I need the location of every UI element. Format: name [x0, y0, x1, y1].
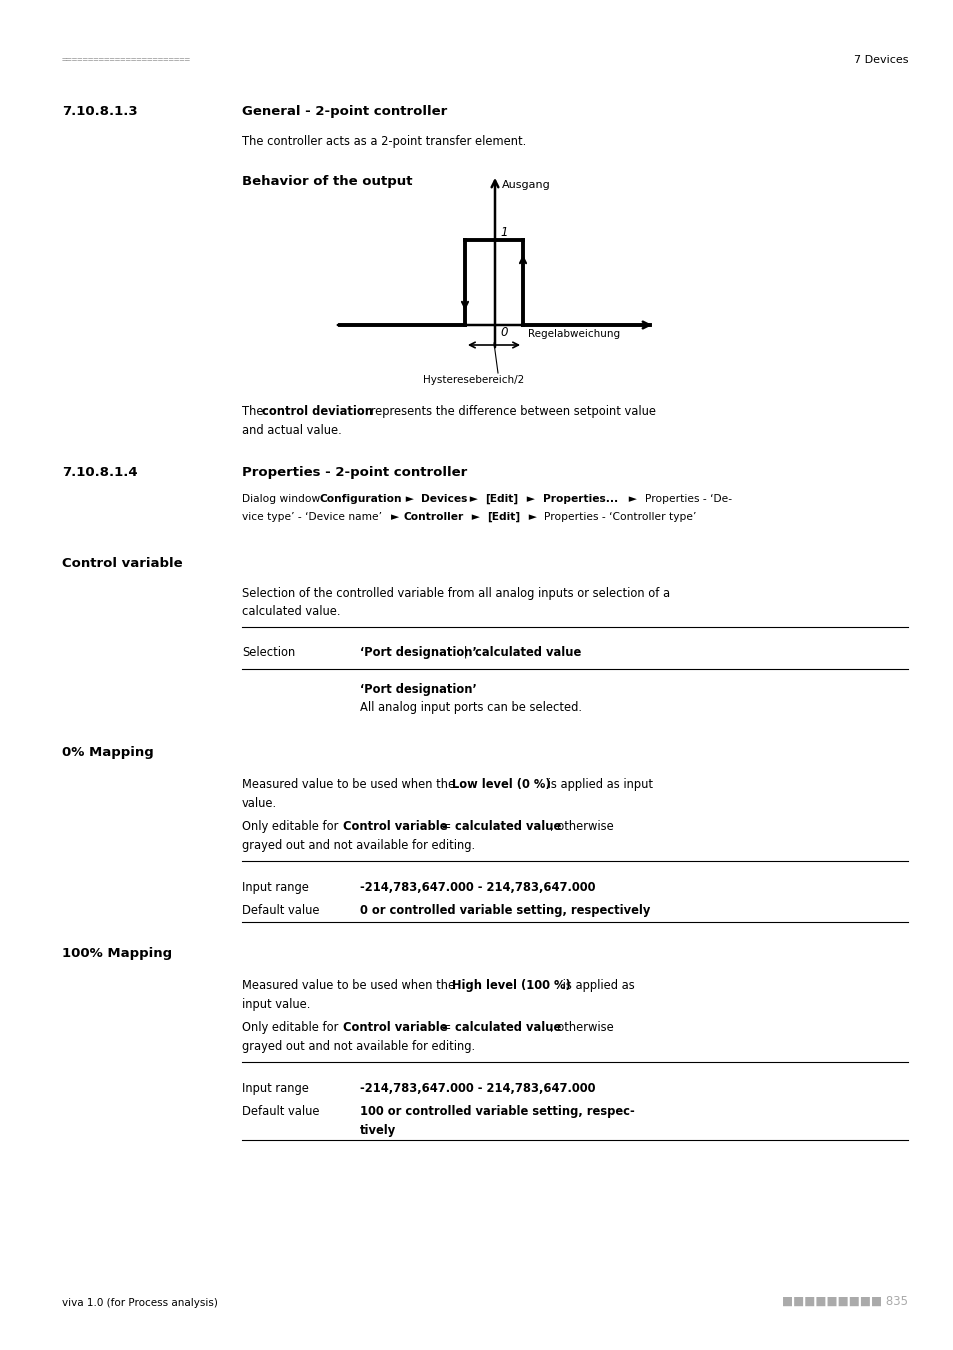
Text: General - 2-point controller: General - 2-point controller — [242, 105, 447, 117]
Text: ■■■■■■■■■ 835: ■■■■■■■■■ 835 — [781, 1295, 907, 1308]
Text: 0 or controlled variable setting, respectively: 0 or controlled variable setting, respec… — [359, 904, 650, 917]
Text: value.: value. — [242, 796, 276, 810]
Text: =: = — [437, 819, 454, 833]
Text: vice type’ - ‘Device name’: vice type’ - ‘Device name’ — [242, 512, 385, 521]
Text: ►: ► — [465, 494, 481, 504]
Text: tively: tively — [359, 1123, 395, 1137]
Text: ►: ► — [625, 494, 640, 504]
Text: is applied as input: is applied as input — [543, 778, 652, 791]
Text: Only editable for: Only editable for — [242, 1021, 341, 1034]
Text: 0% Mapping: 0% Mapping — [62, 747, 153, 759]
Text: Devices: Devices — [421, 494, 467, 504]
Text: Input range: Input range — [242, 1081, 309, 1095]
Text: calculated value.: calculated value. — [242, 605, 340, 618]
Text: Selection of the controlled variable from all analog inputs or selection of a: Selection of the controlled variable fro… — [242, 586, 669, 599]
Text: ►: ► — [391, 512, 402, 521]
Text: ►: ► — [402, 494, 417, 504]
Text: grayed out and not available for editing.: grayed out and not available for editing… — [242, 838, 475, 852]
Text: Properties - ‘De-: Properties - ‘De- — [644, 494, 731, 504]
Text: Low level (0 %): Low level (0 %) — [452, 778, 550, 791]
Text: 7.10.8.1.3: 7.10.8.1.3 — [62, 105, 137, 117]
Text: Behavior of the output: Behavior of the output — [242, 176, 412, 188]
Text: High level (100 %): High level (100 %) — [452, 979, 570, 992]
Text: calculated value: calculated value — [455, 1021, 560, 1034]
Text: Default value: Default value — [242, 904, 319, 917]
Text: ►: ► — [523, 494, 538, 504]
Text: The: The — [242, 405, 267, 418]
Text: Input range: Input range — [242, 880, 309, 894]
Text: -214,783,647.000 - 214,783,647.000: -214,783,647.000 - 214,783,647.000 — [359, 1081, 595, 1095]
Text: , otherwise: , otherwise — [549, 819, 613, 833]
Text: , otherwise: , otherwise — [549, 1021, 613, 1034]
Text: viva 1.0 (for Process analysis): viva 1.0 (for Process analysis) — [62, 1297, 217, 1308]
Text: |: | — [459, 645, 471, 659]
Text: grayed out and not available for editing.: grayed out and not available for editing… — [242, 1040, 475, 1053]
Text: [Edit]: [Edit] — [485, 494, 517, 505]
Text: Control variable: Control variable — [343, 819, 447, 833]
Text: 0: 0 — [499, 325, 507, 339]
Text: =: = — [437, 1021, 454, 1034]
Text: The controller acts as a 2-point transfer element.: The controller acts as a 2-point transfe… — [242, 135, 526, 148]
Text: Properties...: Properties... — [542, 494, 617, 504]
Text: and actual value.: and actual value. — [242, 424, 341, 436]
Text: Configuration: Configuration — [319, 494, 401, 504]
Text: control deviation: control deviation — [261, 405, 372, 418]
Text: Control variable: Control variable — [62, 556, 182, 570]
Text: Regelabweichung: Regelabweichung — [527, 329, 619, 339]
Text: Controller: Controller — [403, 512, 464, 521]
Text: ========================: ======================== — [62, 55, 191, 63]
Text: ►: ► — [524, 512, 540, 521]
Text: Default value: Default value — [242, 1106, 319, 1118]
Text: -214,783,647.000 - 214,783,647.000: -214,783,647.000 - 214,783,647.000 — [359, 880, 595, 894]
Text: Control variable: Control variable — [343, 1021, 447, 1034]
Text: Measured value to be used when the: Measured value to be used when the — [242, 979, 458, 992]
Text: 100 or controlled variable setting, respec-: 100 or controlled variable setting, resp… — [359, 1106, 634, 1118]
Text: 100% Mapping: 100% Mapping — [62, 946, 172, 960]
Text: Only editable for: Only editable for — [242, 819, 341, 833]
Text: calculated value: calculated value — [455, 819, 560, 833]
Text: Ausgang: Ausgang — [501, 180, 550, 190]
Text: Selection: Selection — [242, 645, 294, 659]
Text: 7.10.8.1.4: 7.10.8.1.4 — [62, 466, 137, 478]
Text: Measured value to be used when the: Measured value to be used when the — [242, 778, 458, 791]
Text: represents the difference between setpoint value: represents the difference between setpoi… — [367, 405, 656, 418]
Text: Properties - ‘Controller type’: Properties - ‘Controller type’ — [543, 512, 696, 521]
Text: ‘Port designation’: ‘Port designation’ — [359, 645, 476, 659]
Text: calculated value: calculated value — [475, 645, 580, 659]
Text: is applied as: is applied as — [558, 979, 634, 992]
Text: [Edit]: [Edit] — [486, 512, 519, 521]
Text: Dialog window: Dialog window — [242, 494, 323, 504]
Text: input value.: input value. — [242, 998, 310, 1011]
Text: Properties - 2-point controller: Properties - 2-point controller — [242, 466, 467, 478]
Text: Hysteresebereich/2: Hysteresebereich/2 — [422, 375, 524, 385]
Text: 1: 1 — [499, 225, 507, 239]
Text: 7 Devices: 7 Devices — [853, 55, 907, 65]
Text: ‘Port designation’: ‘Port designation’ — [359, 683, 476, 695]
Text: ►: ► — [467, 512, 483, 521]
Text: All analog input ports can be selected.: All analog input ports can be selected. — [359, 701, 581, 714]
